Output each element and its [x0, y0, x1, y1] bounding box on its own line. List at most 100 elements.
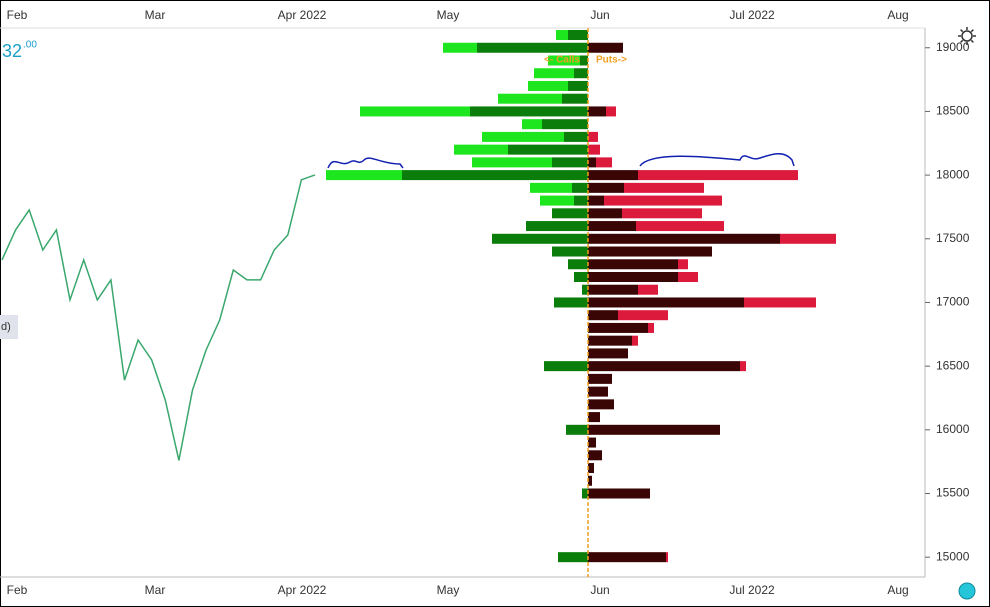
bar-segment [498, 93, 562, 104]
bar-segment [638, 170, 798, 181]
annotation-scribble [639, 153, 795, 167]
bar-segment [588, 106, 606, 117]
bar-segment [574, 68, 588, 79]
settings-icon[interactable] [958, 27, 976, 45]
bar-segment [360, 106, 470, 117]
bar-segment [606, 106, 616, 117]
bar-segment [552, 157, 588, 168]
bar-segment [552, 208, 588, 219]
bar-segment [552, 246, 588, 257]
x-tick-label: Feb [7, 583, 28, 597]
bar-segment [470, 106, 588, 117]
bar-segment [588, 488, 650, 499]
bar-segment [632, 335, 638, 346]
bar-segment [588, 322, 648, 333]
y-tick-label: 18500 [936, 104, 970, 118]
bar-segment [588, 463, 594, 474]
price-label-sup: .00 [23, 40, 37, 51]
x-tick-label: Apr 2022 [278, 8, 327, 22]
bar-segment [638, 284, 658, 295]
bar-segment [482, 131, 564, 142]
bar-segment [588, 399, 614, 410]
bar-segment [402, 170, 588, 181]
status-dot[interactable] [958, 582, 976, 600]
bar-segment [540, 195, 574, 206]
bar-segment [574, 195, 588, 206]
bar-segment [666, 552, 668, 563]
bar-segment [588, 208, 622, 219]
bar-segment [556, 30, 568, 41]
bar-segment [588, 246, 712, 257]
bar-segment [568, 259, 588, 270]
x-tick-label: Aug [887, 583, 908, 597]
bar-segment [588, 233, 780, 244]
bar-segment [588, 373, 612, 384]
bar-segment [588, 221, 636, 232]
price-line [1, 174, 316, 461]
bar-segment [477, 42, 588, 53]
bar-segment [596, 157, 612, 168]
bar-segment [508, 144, 588, 155]
x-tick-label: Jun [590, 583, 609, 597]
bar-segment [624, 182, 704, 193]
bar-segment [542, 119, 588, 130]
x-tick-label: Apr 2022 [278, 583, 327, 597]
price-label: 32 [2, 41, 22, 61]
bar-segment [588, 182, 624, 193]
bar-segment [572, 182, 588, 193]
y-tick-label: 15500 [936, 486, 970, 500]
bar-segment [588, 271, 678, 282]
settings-icon-spokes [958, 27, 976, 45]
bar-segment [564, 131, 588, 142]
bar-segment [622, 208, 702, 219]
puts-annotation: Puts-> [596, 55, 627, 66]
bar-segment [636, 221, 724, 232]
side-label-box [0, 315, 18, 339]
y-tick-label: 16500 [936, 358, 970, 372]
x-tick-label: Jun [590, 8, 609, 22]
bar-segment [522, 119, 542, 130]
bar-segment [472, 157, 552, 168]
x-tick-label: May [437, 583, 460, 597]
bar-segment [443, 42, 477, 53]
x-tick-label: Mar [145, 583, 166, 597]
bar-segment [562, 93, 588, 104]
bar-segment [454, 144, 508, 155]
bar-segment [588, 335, 632, 346]
bar-segment [678, 259, 688, 270]
bar-segment [618, 310, 668, 321]
annotation-scribble [327, 157, 404, 169]
y-tick-label: 15000 [936, 549, 970, 563]
bar-segment [588, 170, 638, 181]
bar-segment [588, 284, 638, 295]
x-tick-label: May [437, 8, 460, 22]
y-tick-label: 18000 [936, 167, 970, 181]
side-label: d) [1, 321, 11, 333]
bar-segment [534, 68, 574, 79]
bar-segment [582, 488, 588, 499]
bar-segment [582, 284, 588, 295]
bar-segment [580, 55, 588, 66]
x-tick-label: Mar [145, 8, 166, 22]
bar-segment [492, 233, 588, 244]
x-tick-label: Jul 2022 [729, 583, 775, 597]
x-tick-label: Jul 2022 [729, 8, 775, 22]
bar-segment [588, 361, 740, 372]
y-tick-label: 17500 [936, 231, 970, 245]
bar-segment [588, 348, 628, 359]
bar-segment [678, 271, 698, 282]
bar-segment [528, 80, 568, 91]
bar-segment [744, 297, 816, 308]
bar-segment [604, 195, 722, 206]
bar-segment [574, 271, 588, 282]
bar-segment [588, 297, 744, 308]
bar-segment [648, 322, 654, 333]
bar-segment [588, 386, 608, 397]
bar-segment [566, 424, 588, 435]
bar-segment [544, 361, 588, 372]
bar-segment [588, 450, 602, 461]
bar-segment [588, 424, 720, 435]
bar-segment [588, 144, 600, 155]
